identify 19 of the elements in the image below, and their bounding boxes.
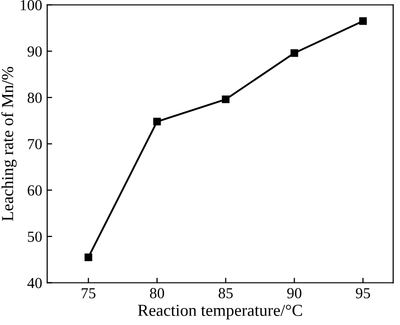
x-tick-label: 80: [150, 288, 164, 298]
x-tick-label: 85: [218, 288, 233, 298]
y-tick-label: 100: [20, 0, 42, 10]
x-tick-label: 95: [356, 288, 370, 298]
x-axis-title: Reaction temperature/°C: [138, 304, 302, 320]
y-tick-label: 40: [27, 278, 42, 288]
y-tick-label: 60: [28, 185, 42, 196]
point: [153, 118, 161, 126]
y-axis-title: Leaching rate of Mn/%: [1, 66, 17, 221]
y-tick-label: 70: [28, 138, 42, 150]
y-tick-label: 80: [28, 92, 42, 103]
y-tick-label: 90: [28, 46, 42, 57]
y-tick-label: 50: [28, 232, 42, 242]
x-tick-label: 90: [287, 288, 302, 298]
point: [222, 96, 230, 104]
point: [84, 253, 92, 262]
x-tick-label: 75: [82, 288, 96, 298]
point: [359, 17, 367, 25]
point: [290, 49, 298, 57]
